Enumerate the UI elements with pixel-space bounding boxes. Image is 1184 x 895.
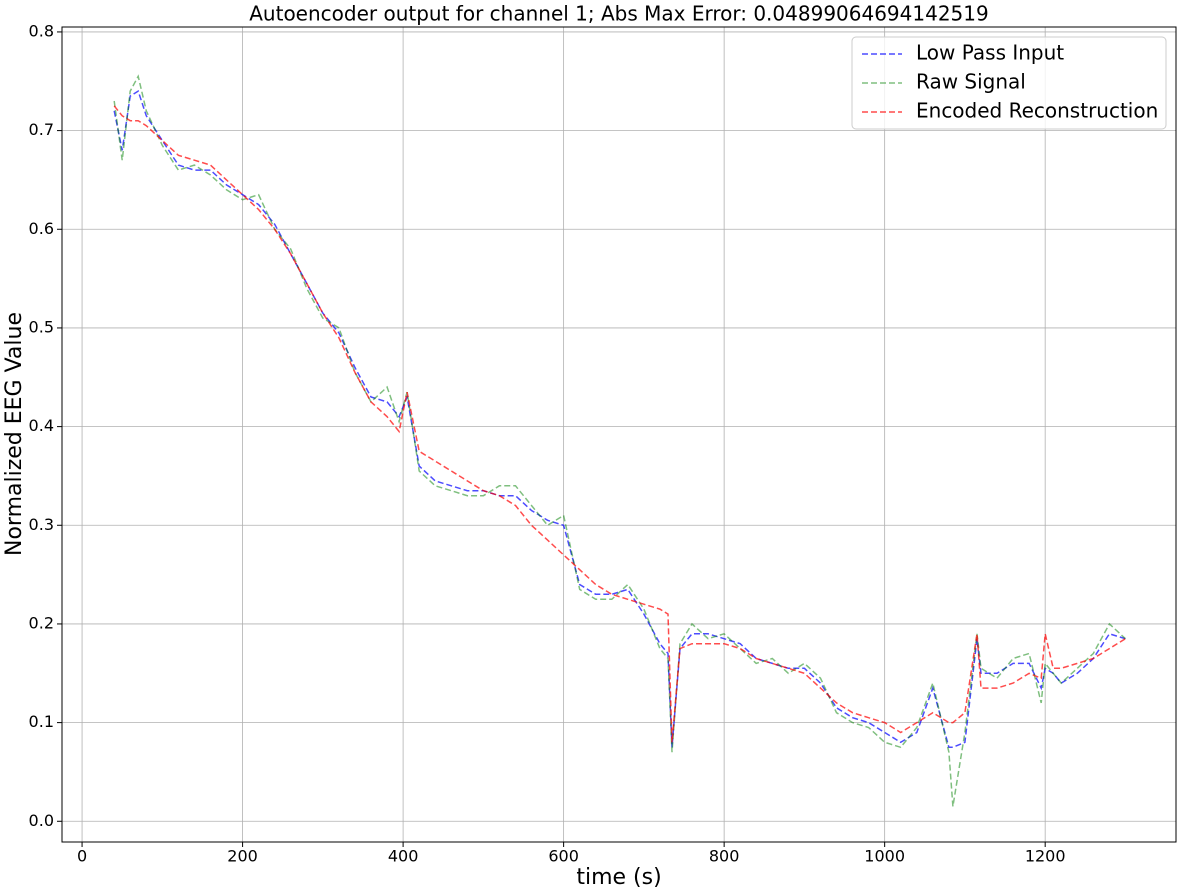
plot-frame <box>61 26 1177 843</box>
y-tick-label: 0.7 <box>29 120 54 139</box>
x-tick-label: 0 <box>77 847 87 866</box>
x-tick-label: 200 <box>227 847 258 866</box>
x-tick-label: 1000 <box>864 847 905 866</box>
y-axis-label: Normalized EEG Value <box>2 312 27 556</box>
grid <box>62 27 1176 842</box>
y-tick-label: 0.1 <box>29 712 54 731</box>
legend-label: Low Pass Input <box>916 41 1064 65</box>
y-tick-label: 0.2 <box>29 613 54 632</box>
y-tick-label: 0.4 <box>29 416 54 435</box>
x-tick-label: 600 <box>548 847 579 866</box>
legend-box <box>851 36 1167 130</box>
y-tick-label: 0.0 <box>29 811 54 830</box>
x-axis-label: time (s) <box>576 865 661 890</box>
legend-label: Encoded Reconstruction <box>916 99 1158 123</box>
legend: Low Pass Input Raw Signal Encoded Reconstr… <box>851 36 1167 130</box>
series-line <box>113 105 1126 743</box>
y-tick-label: 0.6 <box>29 219 54 238</box>
x-tick-label: 800 <box>709 847 740 866</box>
series-line <box>113 89 1126 749</box>
y-tick-label: 0.8 <box>29 21 54 40</box>
x-tick-label: 400 <box>388 847 419 866</box>
plot-lines <box>113 74 1126 807</box>
y-tick-label: 0.5 <box>29 317 54 336</box>
x-tick-label: 1200 <box>1025 847 1066 866</box>
legend-label: Raw Signal <box>916 70 1026 94</box>
chart-title: Autoencoder output for channel 1; Abs Ma… <box>249 2 988 26</box>
axes: 0 200 400 600 800 1000 1200 0.0 0.1 0.2 0.3 0.4 0.5 0… <box>29 21 1066 865</box>
y-tick-label: 0.3 <box>29 515 54 534</box>
